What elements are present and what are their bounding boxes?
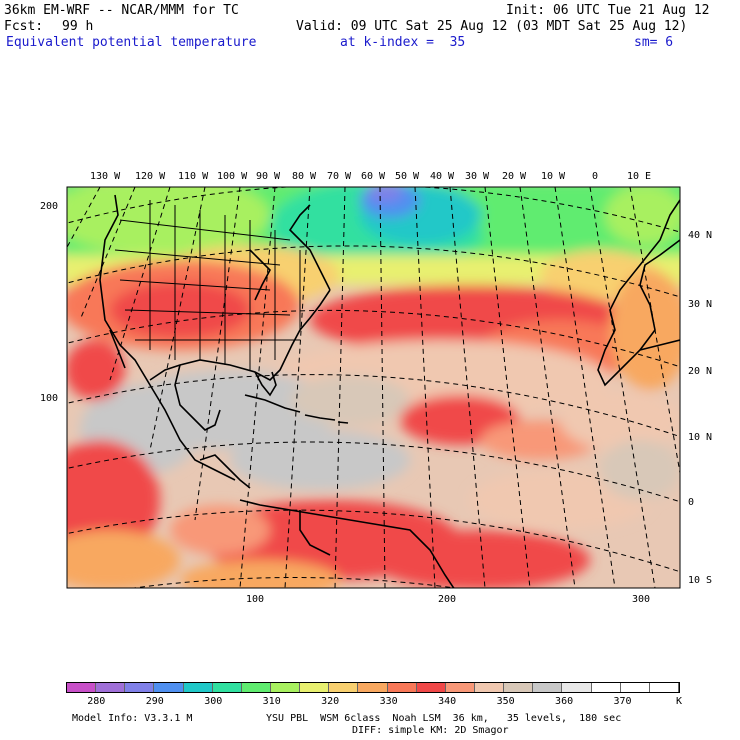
- colorbar-swatch: [96, 683, 126, 692]
- grid-y-label: 100: [40, 393, 59, 404]
- valid-time: Valid: 09 UTC Sat 25 Aug 12 (03 MDT Sat …: [296, 19, 688, 34]
- colorbar-swatch: [241, 683, 271, 692]
- theta-e-field: [67, 187, 680, 588]
- forecast-label: Fcst:: [4, 19, 44, 34]
- colorbar-swatch: [649, 683, 679, 692]
- colorbar-tick-label: 350: [496, 696, 515, 707]
- lat-label: 40 N: [688, 230, 713, 241]
- colorbar-swatch: [474, 683, 505, 692]
- init-time: Init: 06 UTC Tue 21 Aug 12: [506, 3, 710, 18]
- colorbar-swatch: [212, 683, 242, 692]
- colorbar-tick-label: 290: [145, 696, 164, 707]
- model-info: Model Info: V3.3.1 M: [72, 713, 193, 724]
- lon-label: 100 W: [217, 171, 248, 182]
- colorbar-swatch: [183, 683, 213, 692]
- model-title: 36km EM-WRF -- NCAR/MMM for TC: [4, 3, 239, 18]
- field-name: Equivalent potential temperature: [6, 35, 257, 50]
- lon-label: 40 W: [430, 171, 455, 182]
- lon-label: 10 E: [627, 171, 652, 182]
- lat-label: 0: [688, 497, 695, 508]
- lon-label: 30 W: [465, 171, 490, 182]
- colorbar-swatch: [387, 683, 417, 692]
- colorbar-unit: K: [676, 696, 683, 707]
- grid-x-label: 200: [438, 594, 457, 605]
- colorbar-tick-label: 370: [613, 696, 632, 707]
- map-frame: [66, 186, 681, 589]
- colorbar-tick-label: 310: [262, 696, 281, 707]
- lat-label: 10 N: [688, 432, 713, 443]
- lon-label: 70 W: [327, 171, 352, 182]
- colorbar-swatch: [504, 683, 534, 692]
- lon-label: 50 W: [395, 171, 420, 182]
- colorbar-tick-label: 340: [438, 696, 457, 707]
- colorbar-swatch: [358, 683, 388, 692]
- colorbar-swatch: [562, 683, 592, 692]
- lon-label: 10 W: [541, 171, 566, 182]
- grid-x-label: 100: [246, 594, 265, 605]
- smoothing: sm= 6: [634, 35, 674, 50]
- lon-label: 90 W: [256, 171, 281, 182]
- colorbar-swatch: [154, 683, 184, 692]
- colorbar-tick-label: 280: [87, 696, 106, 707]
- lon-label: 110 W: [178, 171, 209, 182]
- colorbar-swatch: [620, 683, 650, 692]
- colorbar-tick-label: 330: [379, 696, 398, 707]
- coastlines: [99, 194, 680, 588]
- colorbar: [66, 682, 680, 693]
- colorbar-swatch: [533, 683, 563, 692]
- lon-label: 0: [592, 171, 599, 182]
- colorbar-tick-label: 360: [555, 696, 574, 707]
- forecast-hour: 99 h: [62, 19, 94, 34]
- lon-label: 130 W: [90, 171, 121, 182]
- physics-info-1: YSU PBL WSM 6class Noah LSM 36 km, 35 le…: [266, 713, 622, 724]
- colorbar-swatch: [445, 683, 475, 692]
- colorbar-swatch: [270, 683, 301, 692]
- grid-x-label: 300: [632, 594, 651, 605]
- lat-label: 20 N: [688, 366, 713, 377]
- colorbar-swatch: [329, 683, 359, 692]
- lat-label: 10 S: [688, 575, 713, 586]
- colorbar-swatch: [125, 683, 155, 692]
- physics-info-2: DIFF: simple KM: 2D Smagor: [352, 725, 509, 736]
- colorbar-tick-label: 300: [204, 696, 223, 707]
- lon-label: 60 W: [361, 171, 386, 182]
- grid-y-label: 200: [40, 201, 59, 212]
- lon-label: 20 W: [502, 171, 527, 182]
- graticule: [67, 187, 680, 588]
- colorbar-tick-label: 320: [321, 696, 340, 707]
- state-borders: [114, 200, 301, 370]
- lon-label: 80 W: [292, 171, 317, 182]
- colorbar-swatch: [300, 683, 330, 692]
- lon-label: 120 W: [135, 171, 166, 182]
- k-index: at k-index = 35: [340, 35, 466, 50]
- colorbar-swatch: [67, 683, 97, 692]
- lat-label: 30 N: [688, 299, 713, 310]
- colorbar-swatch: [591, 683, 621, 692]
- colorbar-swatch: [416, 683, 446, 692]
